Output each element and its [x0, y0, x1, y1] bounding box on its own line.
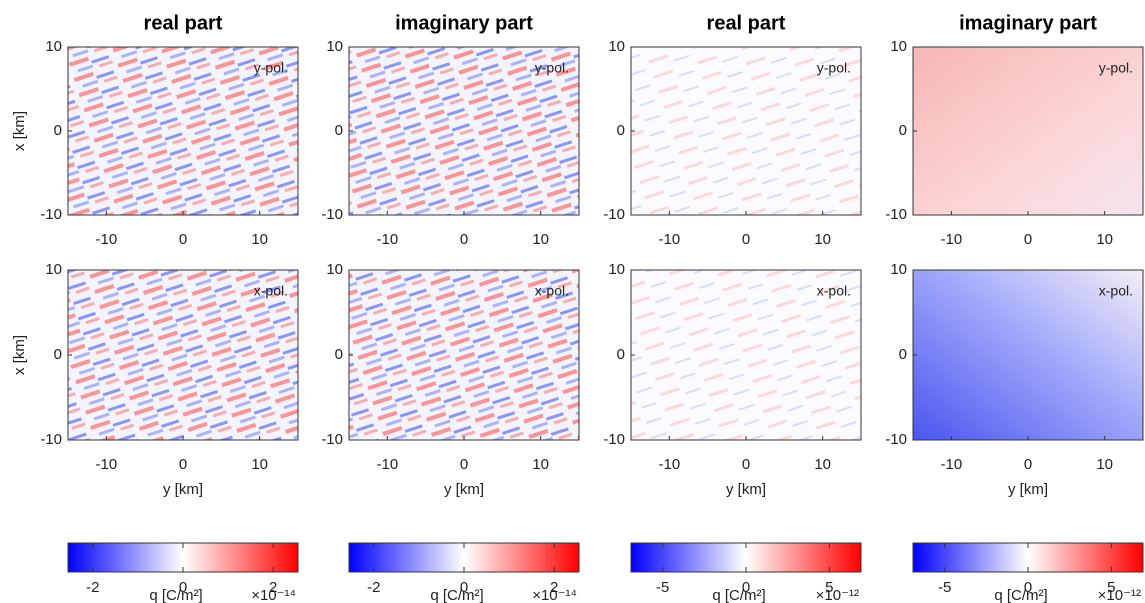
y-tick-label: 10 [45, 261, 62, 278]
polarization-label: y-pol. [535, 60, 569, 76]
y-tick-label: 10 [890, 38, 907, 55]
panel-title: real part [144, 12, 223, 34]
colorbar-tick-label: -5 [656, 579, 669, 596]
x-tick-label: 0 [460, 456, 468, 473]
heatmap-image [913, 270, 1143, 440]
polarization-label: y-pol. [254, 60, 288, 76]
y-tick-label: -10 [40, 206, 62, 223]
x-tick-label: 0 [179, 231, 187, 248]
y-tick-label: -10 [885, 431, 907, 448]
y-tick-label: -10 [321, 206, 343, 223]
x-tick-label: 0 [1024, 231, 1032, 248]
x-axis-label: y [km] [163, 481, 203, 498]
y-tick-label: 10 [45, 38, 62, 55]
y-tick-label: 0 [54, 346, 62, 363]
y-axis-label: x [km] [11, 335, 28, 375]
colorbar-tick-label: 5 [825, 579, 833, 596]
colorbar-multiplier: ×10⁻¹⁴ [532, 587, 577, 603]
y-tick-label: 0 [617, 122, 625, 139]
colorbar-tick-label: 0 [179, 579, 187, 596]
colorbar-tick-label: 0 [1024, 579, 1032, 596]
heatmap-image [349, 47, 579, 215]
x-tick-label: -10 [940, 456, 962, 473]
polarization-label: x-pol. [817, 283, 851, 299]
y-tick-label: 0 [899, 346, 907, 363]
x-tick-label: 10 [251, 456, 268, 473]
y-tick-label: -10 [603, 431, 625, 448]
panel-title: imaginary part [395, 12, 533, 34]
x-axis-label: y [km] [444, 481, 484, 498]
colorbar-multiplier: ×10⁻¹² [816, 587, 859, 603]
heatmap-image [913, 47, 1143, 215]
polarization-label: y-pol. [817, 60, 851, 76]
y-tick-label: 0 [617, 346, 625, 363]
colorbar-tick-label: -2 [86, 579, 99, 596]
heatmap-image [631, 47, 861, 215]
y-tick-label: 10 [890, 261, 907, 278]
x-tick-label: 10 [814, 231, 831, 248]
x-tick-label: -10 [940, 231, 962, 248]
x-tick-label: -10 [376, 456, 398, 473]
panel-title: real part [707, 12, 786, 34]
x-tick-label: 0 [742, 456, 750, 473]
y-tick-label: 0 [335, 346, 343, 363]
x-tick-label: 10 [1096, 231, 1113, 248]
x-tick-label: -10 [658, 456, 680, 473]
y-tick-label: 0 [899, 122, 907, 139]
x-tick-label: 0 [1024, 456, 1032, 473]
x-axis-label: y [km] [1008, 481, 1048, 498]
colorbar-tick-label: 5 [1107, 579, 1115, 596]
x-tick-label: 10 [251, 231, 268, 248]
x-tick-label: 10 [532, 231, 549, 248]
y-tick-label: 0 [54, 122, 62, 139]
colorbar-label: q [C/m²] [994, 587, 1047, 603]
y-tick-label: -10 [40, 431, 62, 448]
polarization-label: y-pol. [1099, 60, 1133, 76]
x-tick-label: 10 [814, 456, 831, 473]
colorbar-multiplier: ×10⁻¹⁴ [251, 587, 296, 603]
x-tick-label: 10 [1096, 456, 1113, 473]
colorbar-tick-label: 2 [550, 579, 558, 596]
x-tick-label: -10 [95, 231, 117, 248]
colorbar-tick-label: 0 [742, 579, 750, 596]
colorbar-tick-label: -2 [367, 579, 380, 596]
colorbar-multiplier: ×10⁻¹² [1098, 587, 1141, 603]
colorbar-tick-label: -5 [938, 579, 951, 596]
x-tick-label: -10 [658, 231, 680, 248]
x-tick-label: 0 [179, 456, 187, 473]
x-tick-label: -10 [95, 456, 117, 473]
colorbar-label: q [C/m²] [149, 587, 202, 603]
y-tick-label: -10 [885, 206, 907, 223]
colorbar-tick-label: 0 [460, 579, 468, 596]
heatmap-image [349, 270, 579, 440]
y-tick-label: 10 [326, 261, 343, 278]
y-tick-label: 10 [608, 261, 625, 278]
colorbar-label: q [C/m²] [430, 587, 483, 603]
colorbar-tick-label: 2 [269, 579, 277, 596]
heatmap-image [68, 47, 298, 215]
x-tick-label: 0 [460, 231, 468, 248]
y-tick-label: 0 [335, 122, 343, 139]
x-tick-label: -10 [376, 231, 398, 248]
y-tick-label: 10 [608, 38, 625, 55]
panel-title: imaginary part [959, 12, 1097, 34]
y-tick-label: -10 [603, 206, 625, 223]
x-tick-label: 10 [532, 456, 549, 473]
polarization-label: x-pol. [254, 283, 288, 299]
y-axis-label: x [km] [11, 111, 28, 151]
polarization-label: x-pol. [1099, 283, 1133, 299]
heatmap-image [68, 270, 298, 440]
y-tick-label: 10 [326, 38, 343, 55]
x-tick-label: 0 [742, 231, 750, 248]
y-tick-label: -10 [321, 431, 343, 448]
heatmap-image [631, 270, 861, 440]
x-axis-label: y [km] [726, 481, 766, 498]
colorbar-label: q [C/m²] [712, 587, 765, 603]
polarization-label: x-pol. [535, 283, 569, 299]
